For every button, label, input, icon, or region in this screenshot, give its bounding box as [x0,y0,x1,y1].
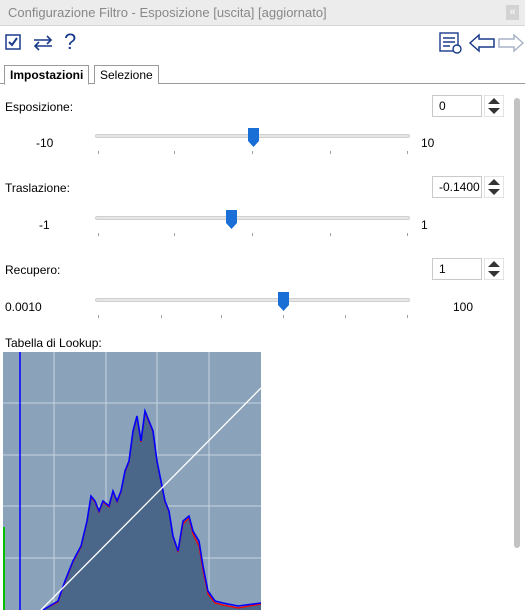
esposizione-input[interactable]: 0 [432,95,482,117]
esposizione-spin-buttons[interactable] [484,95,504,117]
traslazione-slider-track[interactable] [95,216,410,220]
swap-arrows-icon[interactable] [31,33,55,53]
traslazione-min: -1 [39,218,50,232]
tab-bar: Impostazioni Selezione [0,62,525,85]
settings-panel: Esposizione: 0 -10 10 Traslazione: -0.14… [0,84,509,610]
tab-selezione[interactable]: Selezione [94,65,159,84]
lookup-curve [40,387,261,610]
traslazione-label: Traslazione: [5,181,70,195]
histogram-blue-curve [42,407,261,610]
toolbar: ? [0,26,525,62]
lookup-label: Tabella di Lookup: [5,336,102,350]
esposizione-min: -10 [36,136,54,150]
window-title: Configurazione Filtro - Esposizione [usc… [8,5,327,20]
help-icon[interactable]: ? [64,29,77,54]
traslazione-spin-buttons[interactable] [484,176,504,198]
esposizione-max: 10 [421,136,435,150]
collapse-button[interactable]: « [506,5,519,20]
recupero-spin-buttons[interactable] [484,258,504,280]
recupero-label: Recupero: [5,263,61,277]
recupero-slider-track[interactable] [95,298,410,302]
recupero-min: 0.0010 [5,300,42,314]
recupero-input[interactable]: 1 [432,258,482,280]
histogram-fill [3,412,261,610]
traslazione-input[interactable]: -0.1400 [432,176,482,198]
esposizione-label: Esposizione: [5,100,74,114]
arrow-right-icon[interactable] [497,33,525,53]
scrollbar-thumb[interactable] [514,98,520,548]
esposizione-slider-thumb[interactable] [248,128,259,147]
recupero-slider-thumb[interactable] [278,292,289,311]
tab-impostazioni[interactable]: Impostazioni [4,65,90,85]
recupero-max: 100 [453,300,474,314]
traslazione-max: 1 [421,218,428,232]
traslazione-slider-thumb[interactable] [226,210,237,229]
title-bar: Configurazione Filtro - Esposizione [usc… [0,0,525,26]
lookup-table-graph[interactable] [3,352,261,610]
checkbox-icon[interactable] [5,34,21,50]
arrow-left-icon[interactable] [468,33,496,53]
vertical-scrollbar[interactable] [509,84,525,610]
settings-list-icon[interactable] [438,31,464,55]
